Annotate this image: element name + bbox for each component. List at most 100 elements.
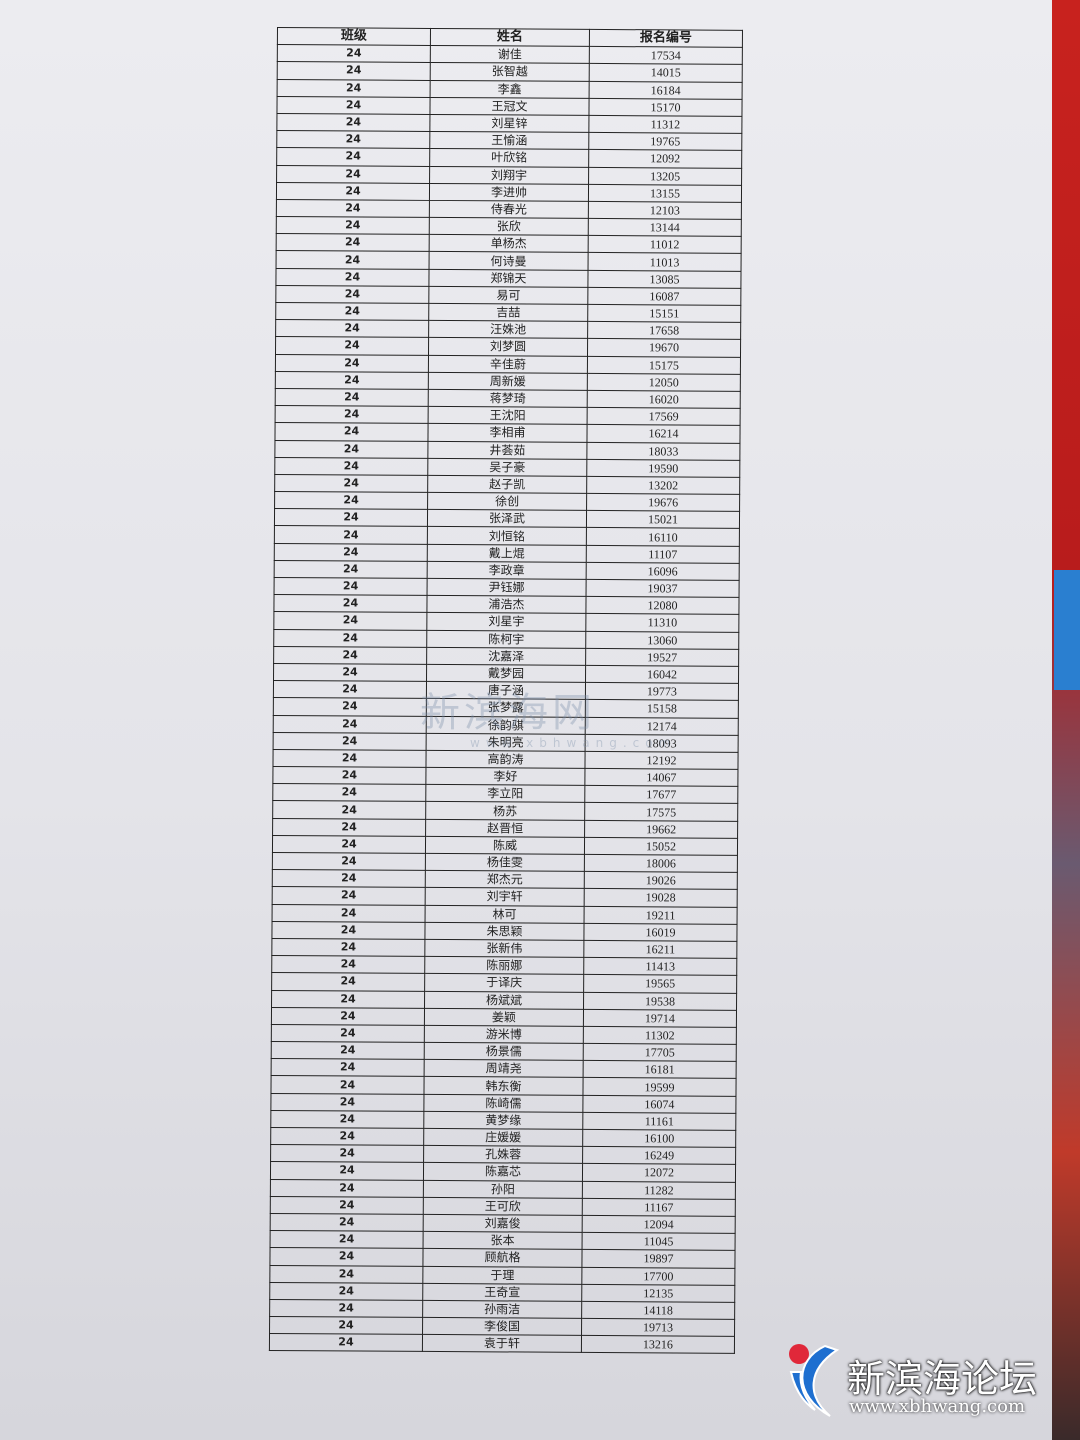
cell-name: 张本 xyxy=(423,1231,583,1250)
cell-class: 24 xyxy=(273,680,427,699)
cell-class: 24 xyxy=(270,1213,424,1232)
cell-class: 24 xyxy=(271,938,425,957)
cell-reg-number: 16087 xyxy=(587,287,741,306)
cell-name: 汪姝池 xyxy=(428,320,588,339)
cell-name: 杨斌斌 xyxy=(424,990,584,1010)
cell-reg-number: 19590 xyxy=(586,459,740,478)
cell-class: 24 xyxy=(273,646,427,665)
cell-reg-number: 12080 xyxy=(585,596,740,615)
cell-name: 陈柯宇 xyxy=(426,629,586,649)
cell-class: 24 xyxy=(274,525,428,545)
cell-class: 24 xyxy=(275,336,429,355)
cell-reg-number: 12050 xyxy=(587,373,741,392)
cell-class: 24 xyxy=(270,1144,424,1163)
cell-reg-number: 19211 xyxy=(584,905,738,925)
cell-reg-number: 16211 xyxy=(583,940,737,959)
cell-reg-number: 14067 xyxy=(584,768,738,787)
cell-class: 24 xyxy=(269,1264,423,1284)
cell-name: 庄媛媛 xyxy=(423,1128,583,1147)
cell-reg-number: 16184 xyxy=(589,80,743,100)
cell-name: 李立阳 xyxy=(425,784,585,803)
cell-name: 辛佳蔚 xyxy=(428,354,588,374)
cell-class: 24 xyxy=(269,1299,423,1318)
cell-class: 24 xyxy=(270,1093,424,1112)
cell-class: 24 xyxy=(273,732,427,751)
cell-name: 陈嘉芯 xyxy=(423,1162,583,1181)
cell-reg-number: 15052 xyxy=(584,837,738,856)
site-logo: 新滨海论坛 www.xbhwang.com xyxy=(785,1340,1075,1430)
background-edge xyxy=(1050,0,1080,1440)
cell-name: 刘星锌 xyxy=(429,114,589,133)
cell-name: 侍春光 xyxy=(429,200,589,219)
header-name: 姓名 xyxy=(430,28,590,47)
cell-name: 姜颖 xyxy=(424,1008,584,1027)
cell-reg-number: 19599 xyxy=(582,1077,737,1096)
cell-class: 24 xyxy=(276,216,430,235)
cell-reg-number: 11413 xyxy=(583,957,737,976)
cell-reg-number: 19676 xyxy=(586,493,740,512)
cell-class: 24 xyxy=(272,869,426,888)
cell-name: 吴子豪 xyxy=(427,458,587,477)
cell-class: 24 xyxy=(271,955,425,974)
cell-name: 孙阳 xyxy=(423,1179,583,1199)
cell-name: 谢佳 xyxy=(430,45,590,64)
cell-reg-number: 11310 xyxy=(585,613,739,632)
cell-name: 刘恒铭 xyxy=(427,526,587,546)
cell-reg-number: 19527 xyxy=(585,648,739,667)
cell-name: 尹钰娜 xyxy=(427,578,587,597)
cell-class: 24 xyxy=(275,302,429,321)
cell-reg-number: 16020 xyxy=(587,390,741,409)
logo-mark-icon xyxy=(789,1344,840,1417)
cell-name: 戴上焜 xyxy=(427,544,587,563)
cell-class: 24 xyxy=(275,319,429,338)
cell-name: 周新媛 xyxy=(428,372,588,391)
cell-name: 张欣 xyxy=(429,217,589,236)
cell-class: 24 xyxy=(275,354,429,373)
cell-class: 24 xyxy=(274,560,428,579)
cell-reg-number: 13060 xyxy=(585,630,739,650)
cell-class: 24 xyxy=(272,749,427,768)
cell-name: 李政章 xyxy=(427,561,587,580)
cell-name: 赵子凯 xyxy=(427,475,587,494)
cell-name: 林可 xyxy=(425,904,585,924)
cell-name: 赵晋恒 xyxy=(425,819,585,838)
cell-class: 24 xyxy=(274,491,428,510)
cell-reg-number: 17534 xyxy=(589,46,743,65)
cell-name: 杨苏 xyxy=(425,801,585,821)
cell-name: 徐创 xyxy=(427,492,587,511)
background-poster xyxy=(1054,570,1080,690)
cell-name: 井荟茹 xyxy=(427,440,587,460)
cell-name: 吉喆 xyxy=(428,303,588,322)
cell-class: 24 xyxy=(270,1075,425,1095)
cell-reg-number: 11012 xyxy=(588,235,742,254)
cell-name: 张智越 xyxy=(430,62,590,81)
cell-reg-number: 19773 xyxy=(585,682,739,701)
cell-class: 24 xyxy=(272,800,426,820)
cell-class: 24 xyxy=(274,508,428,527)
cell-name: 郑杰元 xyxy=(425,870,585,889)
cell-reg-number: 12192 xyxy=(584,751,739,770)
cell-reg-number: 16019 xyxy=(583,923,738,942)
cell-reg-number: 12174 xyxy=(585,716,739,736)
cell-class: 24 xyxy=(269,1282,423,1301)
cell-reg-number: 13144 xyxy=(588,218,742,237)
cell-class: 24 xyxy=(271,1058,425,1077)
cell-reg-number: 15170 xyxy=(588,98,743,117)
cell-reg-number: 11282 xyxy=(582,1180,736,1200)
cell-class: 24 xyxy=(275,388,429,407)
cell-name: 王愉涵 xyxy=(429,131,589,150)
cell-class: 24 xyxy=(273,714,427,734)
cell-name: 浦浩杰 xyxy=(426,595,587,614)
cell-reg-number: 17677 xyxy=(584,785,738,804)
header-reg-number: 报名编号 xyxy=(589,29,743,48)
cell-reg-number: 19670 xyxy=(587,338,741,357)
cell-reg-number: 12092 xyxy=(588,149,742,168)
cell-reg-number: 15151 xyxy=(587,304,741,323)
cell-reg-number: 19026 xyxy=(584,871,738,890)
cell-class: 24 xyxy=(274,439,428,459)
cell-class: 24 xyxy=(269,1333,423,1352)
cell-name: 刘梦圆 xyxy=(428,337,588,356)
cell-name: 王可欣 xyxy=(423,1197,583,1216)
cell-reg-number: 19714 xyxy=(583,1009,737,1028)
cell-reg-number: 16100 xyxy=(582,1129,736,1148)
